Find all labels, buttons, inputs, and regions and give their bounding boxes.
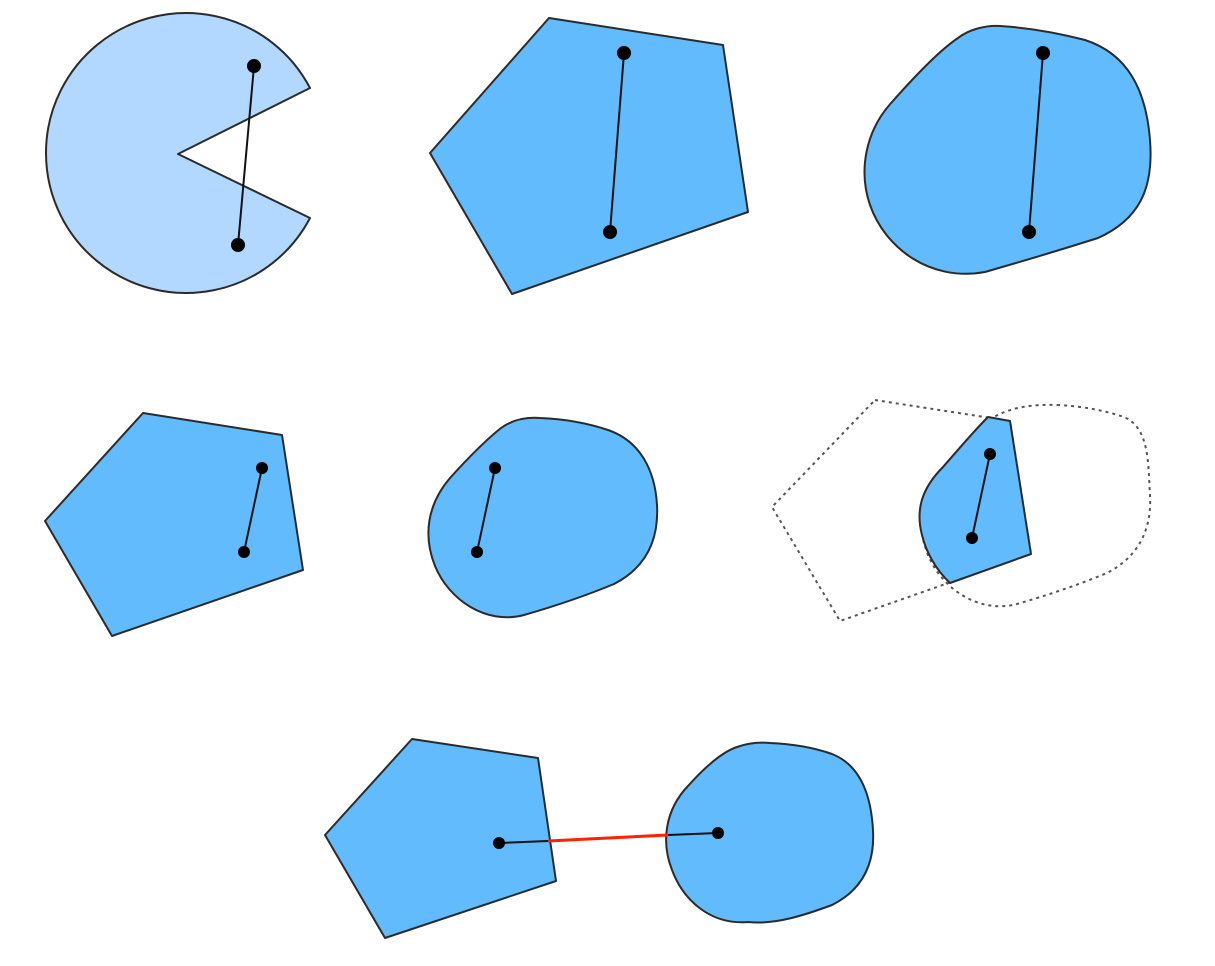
- segment-endpoint: [471, 546, 483, 558]
- pentagon-shape: [324, 738, 557, 939]
- segment-endpoint: [1036, 46, 1050, 60]
- panel-convex-pentagon: [429, 17, 749, 295]
- rounded-blob-shape: [427, 416, 659, 619]
- segment-endpoint: [966, 532, 978, 544]
- segment-line: [971, 453, 991, 539]
- rounded-blob-dashed-outline: [920, 403, 1152, 608]
- segment-endpoint: [617, 46, 631, 60]
- segment-inside-pentagon: [498, 840, 549, 844]
- segment-endpoint: [984, 448, 996, 460]
- segment-endpoint: [247, 59, 261, 73]
- segment-inside-blob: [667, 832, 719, 836]
- segment-endpoint: [231, 238, 245, 252]
- segment-line: [1028, 52, 1044, 233]
- segment-line: [609, 52, 625, 233]
- panel-non-convex-pacman: [45, 12, 311, 294]
- rounded-blob-shape: [665, 741, 875, 924]
- panel-blob-small-segment: [427, 416, 659, 619]
- segment-endpoint: [603, 225, 617, 239]
- intersection-shape: [918, 416, 1032, 584]
- pacman-shape: [45, 12, 311, 294]
- panel-separation: [324, 738, 875, 939]
- segment-line: [243, 467, 263, 553]
- panel-pentagon-small-segment: [44, 412, 304, 637]
- segment-endpoint: [712, 827, 724, 839]
- segment-endpoint: [256, 462, 268, 474]
- segment-endpoint: [489, 462, 501, 474]
- segment-line: [237, 65, 255, 246]
- gap-segment: [547, 833, 669, 843]
- pentagon-shape: [44, 412, 304, 637]
- rounded-blob-shape: [863, 24, 1152, 275]
- segment-endpoint: [493, 837, 505, 849]
- segment-endpoint: [1022, 225, 1036, 239]
- pentagon-shape: [429, 17, 749, 295]
- panel-convex-rounded-blob: [863, 24, 1152, 275]
- segment-endpoint: [238, 546, 250, 558]
- segment-line: [476, 467, 496, 553]
- panel-intersection: [770, 398, 1152, 623]
